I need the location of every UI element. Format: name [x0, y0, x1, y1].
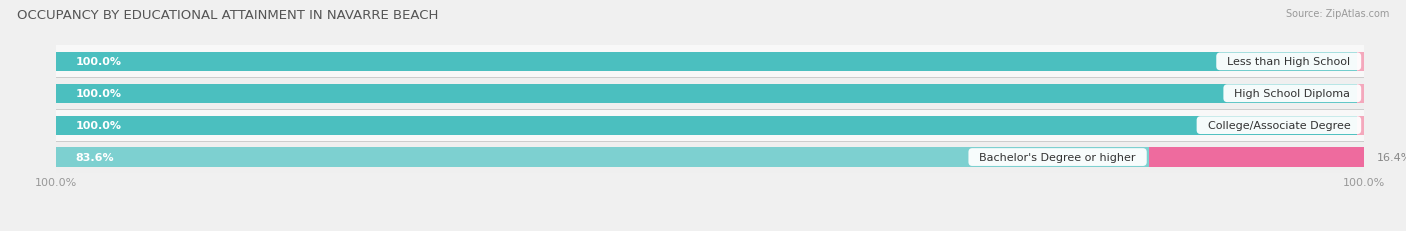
- Text: Less than High School: Less than High School: [1220, 57, 1357, 67]
- Text: 83.6%: 83.6%: [76, 152, 114, 162]
- Bar: [56, 53, 1364, 72]
- Bar: [1357, 84, 1396, 103]
- Bar: [56, 110, 1364, 141]
- Text: Source: ZipAtlas.com: Source: ZipAtlas.com: [1285, 9, 1389, 19]
- Bar: [56, 116, 1364, 135]
- Bar: [56, 141, 1364, 173]
- Bar: [56, 78, 1364, 110]
- Text: 100.0%: 100.0%: [76, 121, 122, 131]
- Bar: [1357, 116, 1396, 135]
- Bar: [1357, 53, 1396, 72]
- Legend: Owner-occupied, Renter-occupied: Owner-occupied, Renter-occupied: [593, 228, 827, 231]
- Text: 100.0%: 100.0%: [76, 57, 122, 67]
- Text: 100.0%: 100.0%: [76, 89, 122, 99]
- Text: High School Diploma: High School Diploma: [1227, 89, 1357, 99]
- Text: OCCUPANCY BY EDUCATIONAL ATTAINMENT IN NAVARRE BEACH: OCCUPANCY BY EDUCATIONAL ATTAINMENT IN N…: [17, 9, 439, 22]
- Bar: [56, 148, 1149, 167]
- Text: 16.4%: 16.4%: [1376, 152, 1406, 162]
- Bar: [56, 46, 1364, 78]
- Bar: [56, 84, 1364, 103]
- Text: Bachelor's Degree or higher: Bachelor's Degree or higher: [973, 152, 1143, 162]
- Bar: [1149, 148, 1364, 167]
- Text: College/Associate Degree: College/Associate Degree: [1201, 121, 1357, 131]
